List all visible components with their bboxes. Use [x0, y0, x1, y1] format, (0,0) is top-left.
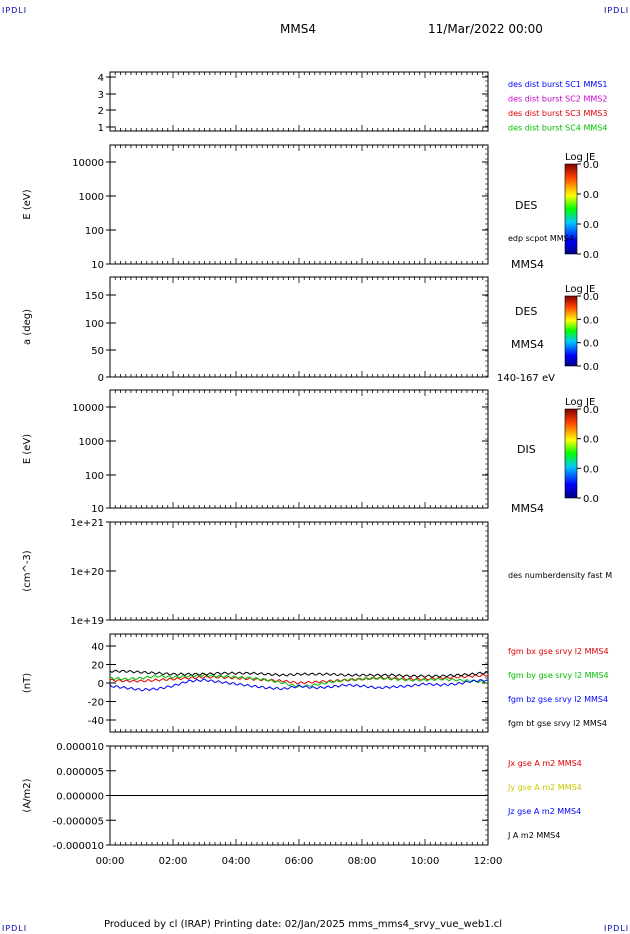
- y-tick-label: 50: [91, 346, 104, 357]
- panel-label-density: des numberdensity fast M: [508, 571, 612, 580]
- panel-label-dis: DIS: [517, 443, 536, 456]
- y-axis-label: E (eV): [22, 189, 33, 219]
- panel-frame-3: [109, 276, 489, 378]
- spacecraft-title: MMS4: [280, 22, 316, 36]
- b-series-line: [109, 673, 489, 689]
- y-tick-label: 3: [98, 90, 104, 101]
- y-tick-label: 150: [85, 291, 104, 302]
- b-series-label: fgm bx gse srvy l2 MMS4: [508, 647, 609, 656]
- y-tick-label: 0.000010: [56, 742, 104, 753]
- b-series-label: fgm bt gse srvy l2 MMS4: [508, 719, 607, 728]
- x-tick-label: 12:00: [474, 856, 503, 867]
- colorbar-tick-label: 0.0: [583, 435, 599, 446]
- colorbar-tick-label: 0.0: [583, 220, 599, 231]
- y-tick-label: 10: [91, 260, 104, 271]
- x-tick-label: 02:00: [159, 856, 188, 867]
- y-tick-label: 1e+20: [70, 567, 104, 578]
- b-series-line: [109, 674, 489, 685]
- panel-label-mms4: MMS4: [511, 502, 544, 515]
- panel-frame-2: [109, 144, 489, 265]
- y-tick-label: 20: [91, 661, 104, 672]
- corner-label-top-left: IPDLI: [2, 6, 28, 15]
- j-series-label: Jx gse A m2 MMS4: [507, 759, 582, 768]
- colorbar-tick-label: 0.0: [583, 362, 599, 373]
- y-tick-label: 1: [98, 123, 104, 134]
- panel-frame-5: [109, 521, 489, 621]
- y-tick-label: -40: [88, 716, 104, 727]
- b-series-line: [109, 669, 489, 678]
- y-tick-label: 40: [91, 642, 104, 653]
- panel-frame-4: [109, 389, 489, 509]
- y-tick-label: 1000: [79, 437, 104, 448]
- colorbar-tick-label: 0.0: [583, 315, 599, 326]
- y-axis-label: (nT): [22, 673, 33, 693]
- y-tick-label: -0.000010: [53, 841, 104, 852]
- colorbar: [564, 163, 578, 255]
- y-tick-label: -20: [88, 698, 104, 709]
- panel-label-energy-range: 140-167 eV: [497, 373, 555, 384]
- y-tick-label: 10000: [72, 158, 104, 169]
- colorbar: [564, 408, 578, 499]
- corner-label-top-right: IPDLI: [604, 6, 630, 15]
- y-tick-label: 10000: [72, 403, 104, 414]
- y-tick-label: 0.000005: [56, 767, 104, 778]
- j-series-label: J A m2 MMS4: [507, 831, 560, 840]
- colorbar-tick-label: 0.0: [583, 190, 599, 201]
- colorbar-title: Log JE: [565, 152, 595, 163]
- b-series-label: fgm by gse srvy l2 MMS4: [508, 671, 609, 680]
- colorbar-tick-label: 0.0: [583, 292, 599, 303]
- x-tick-label: 00:00: [96, 856, 125, 867]
- panel-label-des: DES: [515, 305, 537, 318]
- colorbar-tick-label: 0.0: [583, 405, 599, 416]
- b-series-line: [109, 678, 489, 692]
- sc-legend-label: des dist burst SC4 MMS4: [508, 124, 607, 133]
- panel-label-scpot: edp scpot MMS4: [508, 234, 574, 243]
- y-axis-label: (A/m2): [22, 778, 33, 812]
- colorbar-tick-label: 0.0: [583, 494, 599, 505]
- y-axis-label: a (deg): [22, 309, 33, 345]
- x-tick-label: 04:00: [222, 856, 251, 867]
- x-tick-label: 06:00: [285, 856, 314, 867]
- panel-label-des: DES: [515, 199, 537, 212]
- y-tick-label: 100: [85, 471, 104, 482]
- footer-text: Produced by cl (IRAP) Printing date: 02/…: [104, 919, 503, 930]
- colorbar-tick-label: 0.0: [583, 339, 599, 350]
- y-tick-label: 0: [98, 373, 104, 384]
- corner-label-bottom-left: IPDLI: [2, 924, 28, 933]
- colorbar: [564, 295, 578, 367]
- j-series-label: Jz gse A m2 MMS4: [507, 807, 581, 816]
- x-tick-label: 10:00: [411, 856, 440, 867]
- y-tick-label: 1e+21: [70, 518, 104, 529]
- sc-legend-label: des dist burst SC2 MMS2: [508, 95, 607, 104]
- colorbar-title: Log JE: [565, 284, 595, 295]
- sc-legend-label: des dist burst SC3 MMS3: [508, 109, 607, 118]
- sc-legend-label: des dist burst SC1 MMS1: [508, 80, 607, 89]
- y-axis-label: (cm^-3): [22, 550, 33, 591]
- colorbar-tick-label: 0.0: [583, 160, 599, 171]
- panel-label-mms4: MMS4: [511, 258, 544, 271]
- colorbar-tick-label: 0.0: [583, 464, 599, 475]
- y-tick-label: 0: [98, 679, 104, 690]
- x-tick-label: 08:00: [348, 856, 377, 867]
- y-tick-label: 1000: [79, 192, 104, 203]
- b-series-label: fgm bz gse srvy l2 MMS4: [508, 695, 608, 704]
- y-axis-label: E (eV): [22, 434, 33, 464]
- y-tick-label: 2: [98, 106, 104, 117]
- datetime-title: 11/Mar/2022 00:00: [428, 22, 543, 36]
- y-tick-label: 1e+19: [70, 616, 104, 627]
- panel-frame-1: [109, 71, 489, 132]
- colorbar-tick-label: 0.0: [583, 250, 599, 261]
- y-tick-label: -0.000005: [53, 816, 104, 827]
- y-tick-label: 100: [85, 319, 104, 330]
- y-tick-label: 0.000000: [56, 792, 104, 803]
- panel-label-mms4: MMS4: [511, 338, 544, 351]
- y-tick-label: 100: [85, 226, 104, 237]
- y-tick-label: 10: [91, 504, 104, 515]
- colorbar-title: Log JE: [565, 397, 595, 408]
- corner-label-bottom-right: IPDLI: [604, 924, 630, 933]
- j-series-label: Jy gse A m2 MMS4: [507, 783, 582, 792]
- y-tick-label: 4: [98, 73, 104, 84]
